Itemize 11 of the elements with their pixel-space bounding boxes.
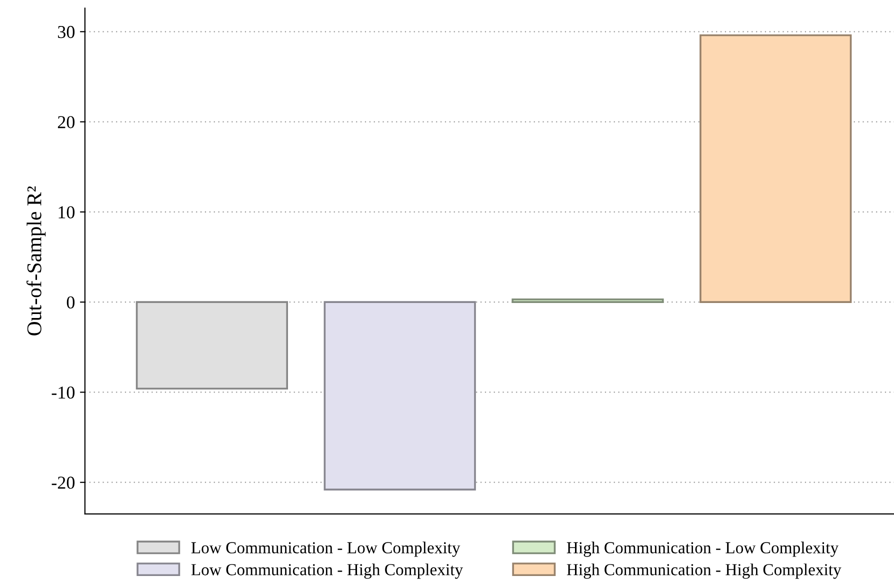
y-tick-label: 0 (66, 296, 75, 309)
y-tick-label: 30 (58, 26, 75, 38)
legend-label: High Communication - Low Complexity (566, 542, 839, 557)
legend-label: Low Communication - High Complexity (191, 564, 464, 579)
y-axis-title: Out-of-Sample R² (26, 186, 46, 336)
y-tick-label: -20 (52, 476, 75, 489)
legend-label: Low Communication - Low Complexity (191, 542, 460, 557)
y-tick-label: 10 (58, 206, 75, 218)
y-tick-label: 20 (58, 116, 75, 128)
legend-label: High Communication - High Complexity (566, 564, 842, 579)
y-tick-label: -10 (52, 386, 75, 399)
